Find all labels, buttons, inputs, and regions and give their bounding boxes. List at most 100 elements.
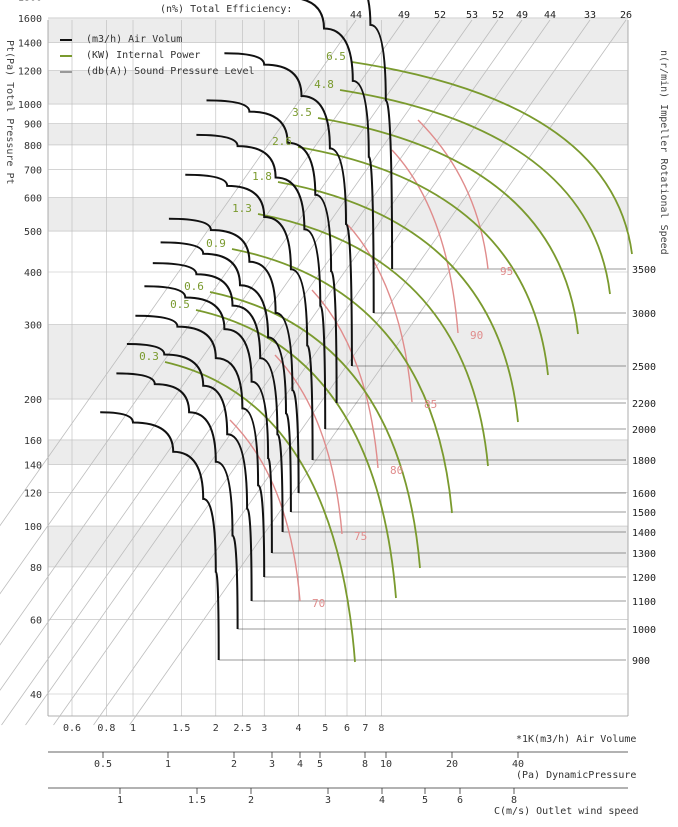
noise-curve xyxy=(311,289,379,469)
efficiency-line xyxy=(25,19,523,726)
noise-curve xyxy=(347,224,413,403)
power-label: 4.8 xyxy=(314,78,334,91)
dynamic-pressure-tick-label: 2 xyxy=(231,759,237,770)
wind-speed-tick-label: 1 xyxy=(117,795,123,806)
dynamic-pressure-tick-label: 1 xyxy=(165,759,171,770)
legend-label-noise: (db(A)) Sound Pressure Level xyxy=(86,66,255,77)
power-label: 1.3 xyxy=(232,202,252,215)
air-volume-tick-label: 5 xyxy=(322,723,328,734)
wind-speed-tick-label: 6 xyxy=(457,795,463,806)
air-curve-1000 xyxy=(116,372,239,630)
efficiency-tick-label: 44 xyxy=(350,10,362,21)
noise-label: 90 xyxy=(470,329,483,342)
noise-curve xyxy=(229,419,301,602)
x-axis-wind-title: C(m/s) Outlet wind speed xyxy=(494,806,639,817)
air-curve-3000 xyxy=(300,0,375,314)
legend-item-noise: (db(A)) Sound Pressure Level xyxy=(60,66,255,77)
legend-swatch-air xyxy=(60,38,72,41)
wind-speed-tick-label: 2 xyxy=(248,795,254,806)
efficiency-tick-label: 49 xyxy=(516,10,528,21)
speed-tick-label: 3000 xyxy=(632,309,656,320)
y-tick-label: 1400 xyxy=(18,38,42,49)
y-tick-label: 700 xyxy=(24,165,42,176)
wind-speed-tick-label: 8 xyxy=(511,795,517,806)
dynamic-pressure-tick-label: 5 xyxy=(317,759,323,770)
air-curve-1500 xyxy=(160,241,292,513)
air-curve-1600 xyxy=(168,217,300,494)
air-volume-tick-label: 0.6 xyxy=(63,723,81,734)
air-volume-tick-label: 1.5 xyxy=(172,723,190,734)
air-curve-1200 xyxy=(135,314,266,578)
tick-labels: 4060801001201401602003004005006007008009… xyxy=(18,0,656,806)
air-volume-tick-label: 2 xyxy=(213,723,219,734)
gray-band xyxy=(48,17,628,43)
power-curve xyxy=(231,248,453,514)
efficiency-diagonals xyxy=(0,19,627,726)
air-curve-1300 xyxy=(144,285,273,554)
efficiency-line xyxy=(0,19,441,646)
gray-band xyxy=(48,324,628,400)
speed-leader-lines xyxy=(218,268,626,661)
speed-tick-label: 1400 xyxy=(632,528,656,539)
air-volume-tick-label: 7 xyxy=(362,723,368,734)
speed-tick-label: 900 xyxy=(632,656,650,667)
left-axis-title: Pt(Pa) Total Pressure Pt xyxy=(4,40,15,185)
air-volume-tick-label: 1 xyxy=(130,723,136,734)
efficiency-tick-label: 49 xyxy=(398,10,410,21)
air-volume-tick-label: 2.5 xyxy=(233,723,251,734)
air-curve-2200 xyxy=(206,99,338,404)
dynamic-pressure-tick-label: 10 xyxy=(380,759,392,770)
wind-speed-tick-label: 4 xyxy=(379,795,385,806)
power-curve xyxy=(277,181,519,423)
noise-label: 85 xyxy=(424,398,437,411)
gray-band xyxy=(48,526,628,567)
dynamic-pressure-tick-label: 8 xyxy=(362,759,368,770)
noise-label: 80 xyxy=(390,464,403,477)
legend-label-power: (KW) Internal Power xyxy=(86,50,201,61)
power-label: 2.6 xyxy=(272,135,292,148)
y-tick-label: 1800 xyxy=(18,0,42,3)
sound-level-curves xyxy=(229,119,489,602)
speed-tick-label: 3500 xyxy=(632,265,656,276)
x-axis-air-title: *1K(m3/h) Air Volume xyxy=(516,734,637,745)
y-tick-label: 80 xyxy=(30,563,42,574)
power-curve xyxy=(317,117,579,335)
power-label: 0.3 xyxy=(139,350,159,363)
efficiency-tick-label: 52 xyxy=(434,10,446,21)
gray-band xyxy=(48,197,628,232)
y-tick-label: 1200 xyxy=(18,67,42,78)
noise-curve xyxy=(391,149,459,334)
power-curve xyxy=(209,291,421,569)
efficiency-line xyxy=(53,19,551,726)
efficiency-title: (n%) Total Efficiency: xyxy=(160,4,293,15)
efficiency-tick-label: 33 xyxy=(584,10,596,21)
dynamic-pressure-tick-label: 0.5 xyxy=(94,759,112,770)
y-tick-label: 100 xyxy=(24,522,42,533)
speed-tick-label: 1500 xyxy=(632,508,656,519)
power-curve xyxy=(339,89,611,295)
air-volume-tick-label: 6 xyxy=(344,723,350,734)
wind-speed-tick-label: 3 xyxy=(325,795,331,806)
air-curve-1100 xyxy=(126,343,253,602)
legend-swatch-noise xyxy=(60,70,72,73)
speed-tick-label: 1300 xyxy=(632,549,656,560)
efficiency-line xyxy=(129,19,627,726)
y-tick-label: 160 xyxy=(24,436,42,447)
dynamic-pressure-tick-label: 4 xyxy=(297,759,303,770)
gray-band xyxy=(48,123,628,145)
power-curve xyxy=(257,213,489,467)
speed-tick-label: 1000 xyxy=(632,625,656,636)
noise-label: 70 xyxy=(312,597,325,610)
legend-label-air: (m3/h) Air Volum xyxy=(86,34,183,45)
efficiency-line xyxy=(1,19,499,726)
air-curve-2000 xyxy=(196,133,327,430)
air-volume-tick-label: 4 xyxy=(296,723,302,734)
power-label: 1.8 xyxy=(252,170,272,183)
wind-speed-tick-label: 5 xyxy=(422,795,428,806)
air-volume-tick-label: 3 xyxy=(261,723,267,734)
speed-tick-label: 1100 xyxy=(632,597,656,608)
horizontal-gridlines xyxy=(48,17,628,695)
background-bands xyxy=(48,17,628,567)
efficiency-tick-label: 26 xyxy=(620,10,632,21)
dynamic-pressure-tick-label: 3 xyxy=(269,759,275,770)
